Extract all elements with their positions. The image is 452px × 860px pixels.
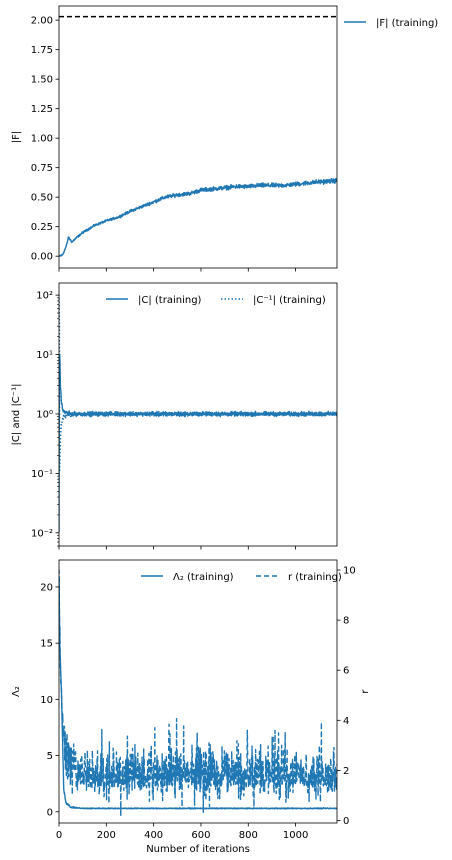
x-tick-label: 400 xyxy=(144,830,163,841)
y-axis-label: Λ₂ xyxy=(11,686,22,697)
y-tick-label: 10 xyxy=(40,695,53,706)
panel-correction-magnitude: 10⁻² 10⁻¹ 10⁰ 10¹ 10² |C| and |C⁻¹| |C| (train… xyxy=(11,282,338,550)
y-right-tick-label: 10 xyxy=(343,566,356,577)
x-tick-label: 800 xyxy=(239,830,258,841)
y-tick-label: 5 xyxy=(47,751,53,762)
y-tick-label: 0 xyxy=(47,807,53,818)
y-tick-label: 10⁰ xyxy=(36,409,53,420)
legend-label-0: |C| (training) xyxy=(138,295,202,306)
y-tick-label: 0.50 xyxy=(31,193,53,204)
x-tick-label: 0 xyxy=(56,830,62,841)
y-axis-label: |F| xyxy=(11,131,22,144)
y-tick-label: 0.00 xyxy=(31,252,53,263)
series-line-0 xyxy=(59,353,337,532)
plot-frame xyxy=(58,282,338,547)
plot-frame xyxy=(58,5,338,269)
x-axis-label: Number of iterations xyxy=(146,844,250,855)
y-tick-label: 10² xyxy=(36,291,53,302)
y-tick-label: 10⁻¹ xyxy=(31,469,53,480)
legend: |F| (training) xyxy=(344,18,438,29)
y-tick-label: 10⁻² xyxy=(31,528,53,539)
y-tick-label: 0.75 xyxy=(31,163,53,174)
y-tick-label: 1.50 xyxy=(31,75,53,86)
y-right-tick-label: 4 xyxy=(343,716,349,727)
legend-label-1: r (training) xyxy=(288,572,342,583)
legend-label: |F| (training) xyxy=(376,18,438,29)
y-tick-label: 2.00 xyxy=(31,16,53,27)
y-tick-label: 1.00 xyxy=(31,134,53,145)
y-tick-label: 1.25 xyxy=(31,104,53,115)
y-right-tick-label: 8 xyxy=(343,616,349,627)
y-tick-label: 10¹ xyxy=(36,350,53,361)
x-tick-label: 200 xyxy=(97,830,116,841)
plot-frame xyxy=(58,559,338,824)
y-right-tick-label: 6 xyxy=(343,666,349,677)
y-right-axis-label: r xyxy=(360,689,371,694)
series-line-1 xyxy=(59,294,337,473)
legend: |C| (training) |C⁻¹| (training) xyxy=(106,295,326,306)
y-tick-label: 1.75 xyxy=(31,45,53,56)
panel-force-magnitude: 0.00 0.25 0.50 0.75 1.00 1.25 1.50 1.75 2.00 |F| |… xyxy=(11,5,438,272)
legend-label-0: Λ₂ (training) xyxy=(173,572,234,583)
y-right-tick-label: 2 xyxy=(343,766,349,777)
legend-label-1: |C⁻¹| (training) xyxy=(253,295,326,306)
series-line-0 xyxy=(59,177,337,257)
legend: Λ₂ (training) r (training) xyxy=(141,572,342,583)
series-line-0 xyxy=(59,576,337,810)
y-tick-label: 20 xyxy=(40,582,53,593)
y-axis-label: |C| and |C⁻¹| xyxy=(11,384,22,446)
y-right-tick-label: 0 xyxy=(343,816,349,827)
series-line-1 xyxy=(59,569,337,818)
y-tick-label: 15 xyxy=(40,639,53,650)
y-tick-label: 0.25 xyxy=(31,222,53,233)
x-tick-label: 600 xyxy=(191,830,210,841)
x-tick-label: 1000 xyxy=(283,830,308,841)
